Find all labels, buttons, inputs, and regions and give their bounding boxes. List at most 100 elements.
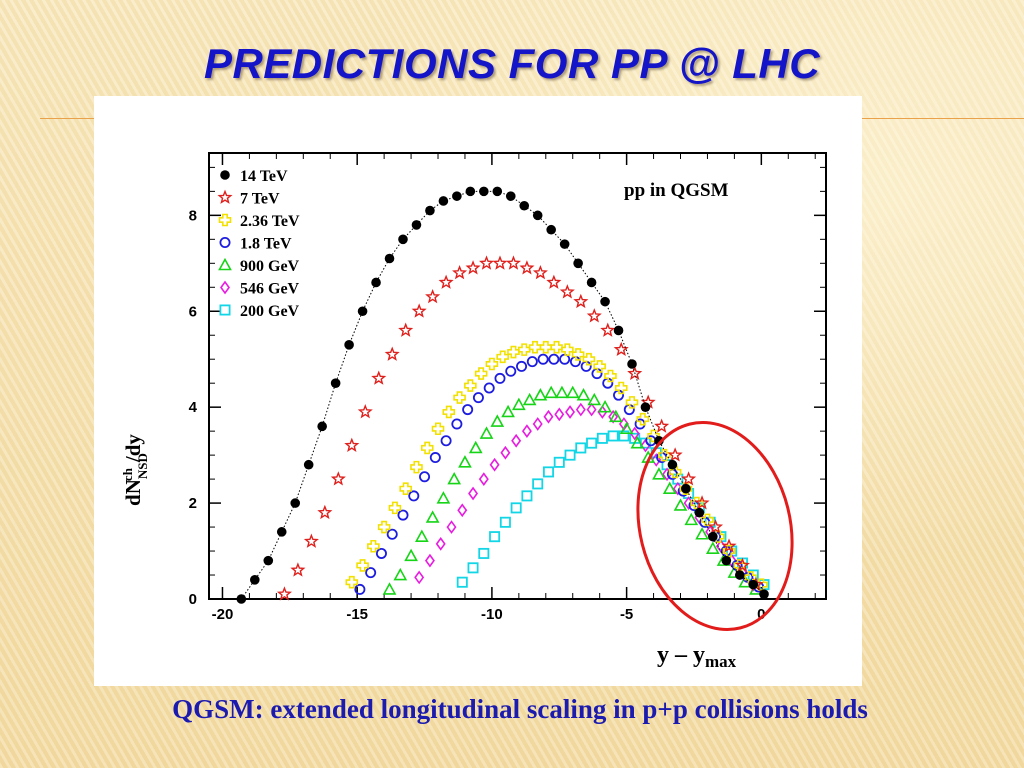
- data-point: [586, 277, 597, 288]
- legend-label: 900 GeV: [240, 258, 300, 275]
- data-point: [694, 495, 710, 510]
- series-546-gev: [414, 402, 759, 592]
- data-point: [721, 555, 732, 566]
- data-point: [431, 422, 445, 436]
- svg-text:dNNSDch/dy: dNNSDch/dy: [120, 434, 150, 506]
- data-point: [695, 527, 709, 540]
- data-point: [467, 562, 479, 574]
- data-point: [573, 258, 583, 269]
- data-point: [419, 471, 431, 483]
- data-point: [586, 437, 598, 449]
- data-point: [627, 359, 637, 369]
- data-point: [548, 353, 560, 365]
- chart-title: pp in QGSM: [624, 180, 729, 201]
- data-point: [377, 520, 391, 534]
- data-point: [453, 391, 466, 404]
- data-point: [587, 392, 602, 406]
- data-point: [668, 465, 682, 479]
- data-point: [532, 264, 548, 280]
- data-point: [457, 503, 468, 518]
- data-point: [681, 471, 697, 486]
- data-point: [397, 509, 409, 521]
- data-point: [533, 388, 548, 401]
- data-point: [613, 325, 624, 336]
- data-point: [440, 435, 452, 447]
- data-point: [478, 472, 489, 486]
- data-point: [673, 498, 688, 511]
- data-point: [593, 360, 606, 373]
- data-point: [462, 404, 474, 416]
- data-point: [398, 322, 414, 337]
- data-point: [701, 513, 714, 527]
- data-point: [607, 430, 619, 442]
- data-point: [399, 482, 412, 495]
- data-point: [555, 385, 569, 399]
- series-14-tev: [236, 186, 769, 604]
- data-point: [576, 388, 591, 401]
- data-point: [636, 412, 650, 426]
- data-point: [464, 379, 477, 392]
- data-point: [544, 385, 559, 399]
- data-point: [345, 575, 359, 589]
- data-point: [483, 382, 495, 394]
- data-point: [505, 365, 517, 377]
- data-point: [734, 557, 751, 572]
- data-point: [604, 369, 617, 383]
- data-point: [705, 541, 720, 554]
- data-point: [424, 553, 435, 568]
- x-tick-label: -20: [212, 606, 234, 623]
- data-point: [559, 353, 571, 365]
- data-point: [303, 533, 319, 548]
- data-point: [501, 404, 515, 418]
- legend-label: 1.8 TeV: [240, 236, 292, 253]
- data-point: [565, 405, 576, 419]
- svg-text:y – ymax: y – ymax: [657, 642, 737, 671]
- data-point: [250, 575, 260, 585]
- data-point: [681, 483, 691, 494]
- data-point: [667, 459, 678, 470]
- data-point: [511, 433, 522, 448]
- data-point: [734, 570, 745, 580]
- data-point: [532, 417, 543, 431]
- data-point: [627, 365, 643, 381]
- legend-marker: [218, 213, 232, 227]
- data-point: [722, 544, 736, 558]
- x-tick-label: -5: [620, 606, 633, 623]
- data-point: [573, 293, 589, 309]
- data-point: [451, 418, 463, 430]
- legend-label: 200 GeV: [240, 303, 300, 320]
- data-point: [290, 498, 301, 508]
- data-point: [410, 460, 423, 474]
- data-point: [317, 504, 333, 520]
- data-point: [303, 459, 314, 470]
- data-point: [537, 353, 549, 365]
- data-point: [330, 378, 341, 388]
- legend-marker: [220, 170, 230, 180]
- data-point: [442, 405, 456, 419]
- data-point: [479, 426, 494, 439]
- legend-marker: [218, 257, 232, 271]
- data-point: [559, 284, 575, 299]
- data-point: [344, 437, 360, 452]
- data-point: [511, 397, 526, 411]
- data-point: [386, 528, 398, 540]
- data-point: [425, 205, 435, 216]
- data-point: [554, 407, 565, 422]
- data-point: [456, 576, 468, 588]
- data-point: [564, 449, 576, 461]
- data-point: [452, 264, 468, 280]
- data-point: [468, 440, 483, 454]
- data-point: [565, 385, 580, 399]
- legend-marker: [219, 236, 231, 248]
- data-point: [357, 306, 368, 317]
- data-point: [614, 381, 628, 395]
- data-point: [375, 547, 387, 559]
- data-point: [465, 260, 481, 275]
- legend-label: 7 TeV: [240, 191, 280, 208]
- data-point: [276, 586, 292, 601]
- data-point: [559, 239, 570, 249]
- data-point: [492, 186, 503, 197]
- y-tick-label: 8: [189, 207, 197, 224]
- data-point: [618, 430, 630, 442]
- data-point: [630, 435, 645, 449]
